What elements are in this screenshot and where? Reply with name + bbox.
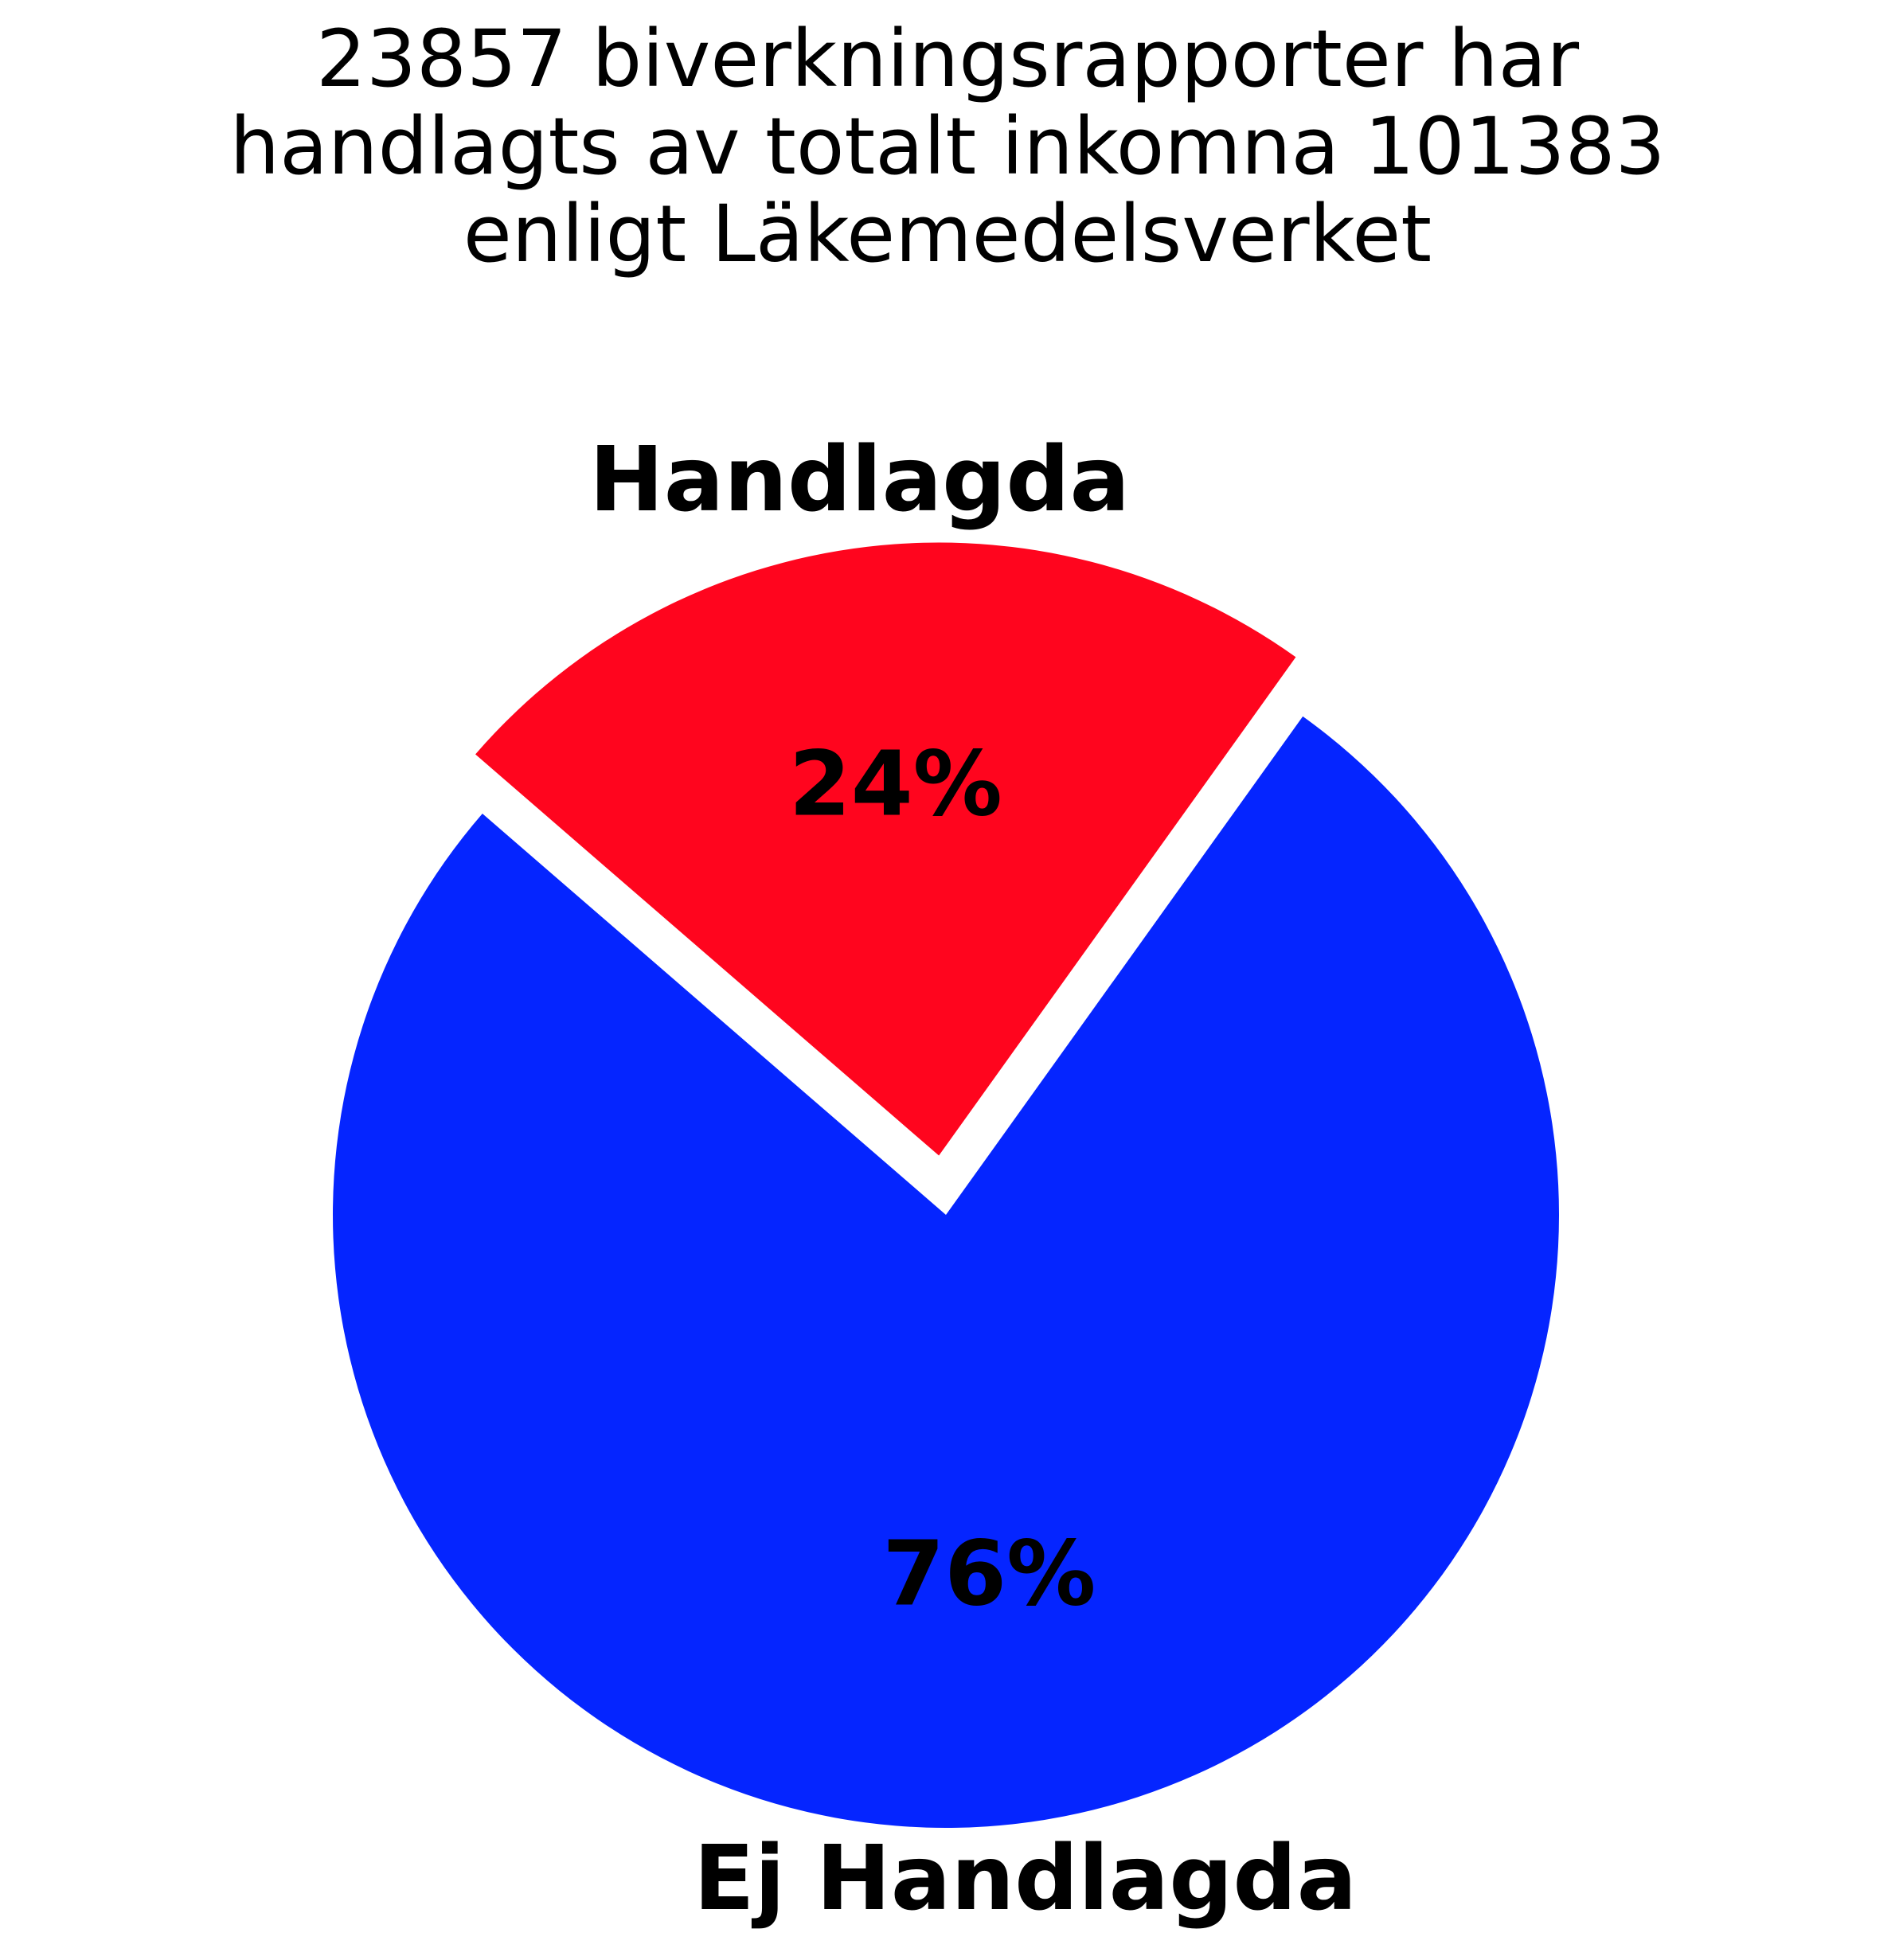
pie-slices <box>333 542 1560 1828</box>
percent-label-handlagda: 24% <box>789 732 1002 836</box>
slice-ej-handlagda <box>333 716 1560 1828</box>
title-line-3: enligt Läkemedelsverket <box>463 189 1432 280</box>
category-label-ej-handlagda: Ej Handlagda <box>694 1827 1357 1931</box>
title-line-1: 23857 biverkningsrapporter har <box>316 14 1579 105</box>
slice-handlagda <box>475 542 1296 1156</box>
title-line-2: handlagts av totalt inkomna 101383 <box>229 101 1665 193</box>
percent-label-ej-handlagda: 76% <box>882 1523 1096 1626</box>
category-label-handlagda: Handlagda <box>589 428 1130 532</box>
chart-title: 23857 biverkningsrapporter har handlagts… <box>229 14 1665 280</box>
slice-labels: Handlagda Ej Handlagda 24% 76% <box>589 428 1357 1931</box>
